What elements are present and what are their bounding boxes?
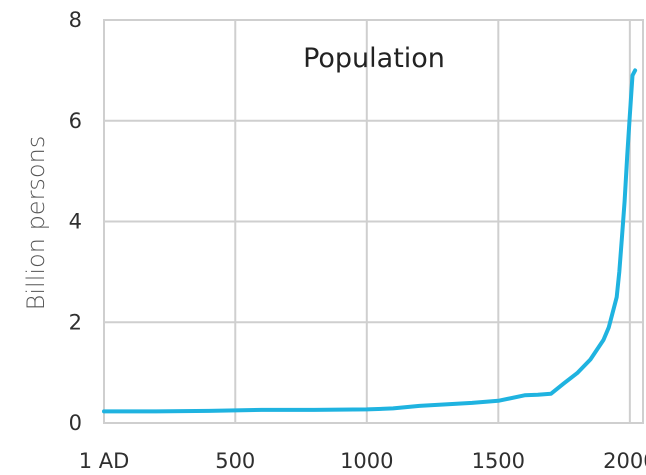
x-tick-label: 500 bbox=[215, 449, 255, 473]
y-tick-label: 2 bbox=[69, 310, 82, 334]
x-tick-label: 1000 bbox=[340, 449, 393, 473]
series-layer bbox=[102, 68, 638, 414]
y-tick-label: 4 bbox=[69, 210, 82, 234]
y-tick-label: 8 bbox=[69, 8, 82, 32]
x-tick-label: 2000 bbox=[603, 449, 646, 473]
tick-labels: 0 2 4 6 8 1 AD 500 1000 1500 2000 bbox=[69, 8, 646, 473]
chart-title: Population bbox=[303, 43, 445, 74]
x-tick-label: 1 AD bbox=[79, 449, 130, 473]
y-tick-label: 6 bbox=[69, 109, 82, 133]
y-tick-label: 0 bbox=[69, 411, 82, 435]
grid bbox=[103, 19, 644, 424]
series-line bbox=[102, 68, 638, 414]
y-axis-title: Billion persons bbox=[22, 136, 50, 311]
x-tick-label: 1500 bbox=[472, 449, 525, 473]
